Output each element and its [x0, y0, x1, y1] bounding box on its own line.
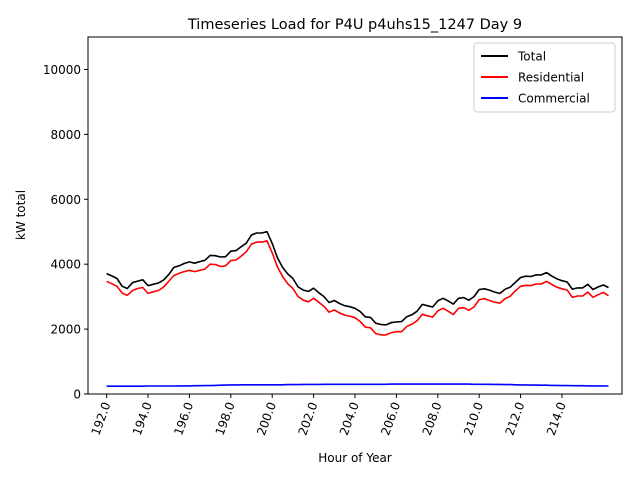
x-tick-label: 194.0 [130, 400, 155, 437]
x-tick-label: 202.0 [296, 400, 321, 437]
x-tick-label: 196.0 [171, 400, 196, 437]
y-tick-label: 2000 [50, 323, 81, 337]
x-tick-label: 200.0 [254, 400, 279, 437]
legend-label-residential: Residential [518, 71, 584, 85]
y-tick-label: 4000 [50, 258, 81, 272]
legend-box [473, 42, 616, 113]
x-tick-label: 212.0 [502, 400, 527, 437]
x-axis-label: Hour of Year [318, 451, 392, 465]
series-line-residential [106, 240, 609, 336]
y-axis-label: kW total [14, 190, 28, 240]
x-tick-label: 204.0 [337, 400, 362, 437]
x-tick-label: 208.0 [420, 400, 445, 437]
x-tick-label: 198.0 [213, 400, 238, 437]
y-tick-label: 10000 [43, 63, 81, 77]
series-layer [106, 230, 609, 388]
y-tick-label: 8000 [50, 128, 81, 142]
x-tick-label: 214.0 [544, 400, 569, 437]
x-axis: 192.0 194.0 196.0 198.0 200.0 202.0 204.0 206.0… [89, 394, 569, 437]
legend: Total Residential Commercial [473, 42, 616, 113]
y-tick-label: 0 [73, 388, 81, 402]
y-axis: 0 2000 4000 6000 8000 10000 [43, 63, 88, 402]
chart-title: Timeseries Load for P4U p4uhs15_1247 Day… [187, 17, 522, 33]
x-tick-label: 206.0 [378, 400, 403, 437]
legend-label-commercial: Commercial [518, 92, 590, 106]
x-tick-label: 210.0 [461, 400, 486, 437]
y-tick-label: 6000 [50, 193, 81, 207]
series-line-total [106, 230, 609, 326]
series-line-commercial [106, 383, 609, 388]
legend-label-total: Total [517, 50, 546, 64]
x-tick-label: 192.0 [89, 400, 114, 437]
